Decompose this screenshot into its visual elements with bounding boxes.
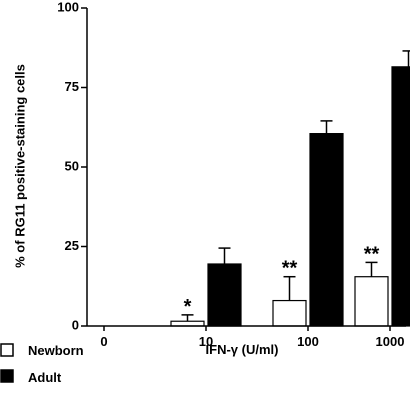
legend-swatch-adult — [0, 369, 14, 383]
y-tick-label-0: 0 — [72, 317, 79, 332]
y-tick-label-75: 75 — [65, 79, 79, 94]
y-tick-label-100: 100 — [57, 0, 79, 14]
y-axis-ticks: 0 25 50 75 100 — [57, 0, 87, 332]
y-axis-title: % of RG11 positive-staining cells — [12, 64, 27, 268]
x-axis-ticks: 0 10 100 1000 — [100, 326, 404, 349]
x-tick-label-100: 100 — [297, 334, 319, 349]
legend: Newborn Adult — [0, 343, 84, 385]
bar-adult-100 — [309, 133, 344, 327]
legend-swatch-newborn — [0, 343, 14, 357]
x-tick-label-1000: 1000 — [376, 334, 405, 349]
x-tick-label-10: 10 — [199, 334, 213, 349]
y-tick-label-50: 50 — [65, 158, 79, 173]
bar-newborn-1000 — [354, 276, 389, 327]
x-tick-label-0: 0 — [100, 334, 107, 349]
x-axis-title: IFN-γ (U/ml) — [206, 342, 279, 357]
plot-area: ***** — [170, 50, 410, 327]
significance-marker-1000: ** — [364, 243, 380, 265]
significance-marker-100: ** — [282, 258, 298, 280]
bar-adult-10 — [207, 263, 242, 327]
legend-label-adult: Adult — [28, 370, 62, 385]
y-tick-label-25: 25 — [65, 238, 79, 253]
bar-adult-1000 — [391, 66, 410, 327]
legend-label-newborn: Newborn — [28, 343, 84, 358]
bar-newborn-100 — [272, 299, 307, 327]
significance-marker-10: * — [184, 296, 192, 318]
